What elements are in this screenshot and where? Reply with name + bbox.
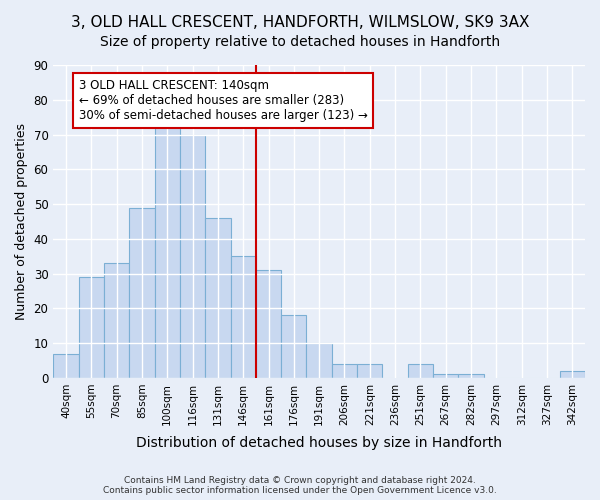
Bar: [205, 218, 230, 378]
Bar: [155, 124, 180, 378]
Bar: [332, 364, 357, 378]
Bar: [408, 364, 433, 378]
Bar: [180, 134, 205, 378]
Bar: [458, 374, 484, 378]
Text: 3 OLD HALL CRESCENT: 140sqm
← 69% of detached houses are smaller (283)
30% of se: 3 OLD HALL CRESCENT: 140sqm ← 69% of det…: [79, 79, 367, 122]
Text: 3, OLD HALL CRESCENT, HANDFORTH, WILMSLOW, SK9 3AX: 3, OLD HALL CRESCENT, HANDFORTH, WILMSLO…: [71, 15, 529, 30]
Y-axis label: Number of detached properties: Number of detached properties: [15, 123, 28, 320]
Text: Size of property relative to detached houses in Handforth: Size of property relative to detached ho…: [100, 35, 500, 49]
Bar: [433, 374, 458, 378]
Bar: [230, 256, 256, 378]
Bar: [129, 208, 155, 378]
Bar: [307, 343, 332, 378]
Bar: [53, 354, 79, 378]
Bar: [256, 270, 281, 378]
Bar: [357, 364, 382, 378]
Bar: [281, 316, 307, 378]
Bar: [104, 263, 129, 378]
Bar: [560, 371, 585, 378]
Bar: [79, 277, 104, 378]
X-axis label: Distribution of detached houses by size in Handforth: Distribution of detached houses by size …: [136, 436, 502, 450]
Text: Contains HM Land Registry data © Crown copyright and database right 2024.
Contai: Contains HM Land Registry data © Crown c…: [103, 476, 497, 495]
